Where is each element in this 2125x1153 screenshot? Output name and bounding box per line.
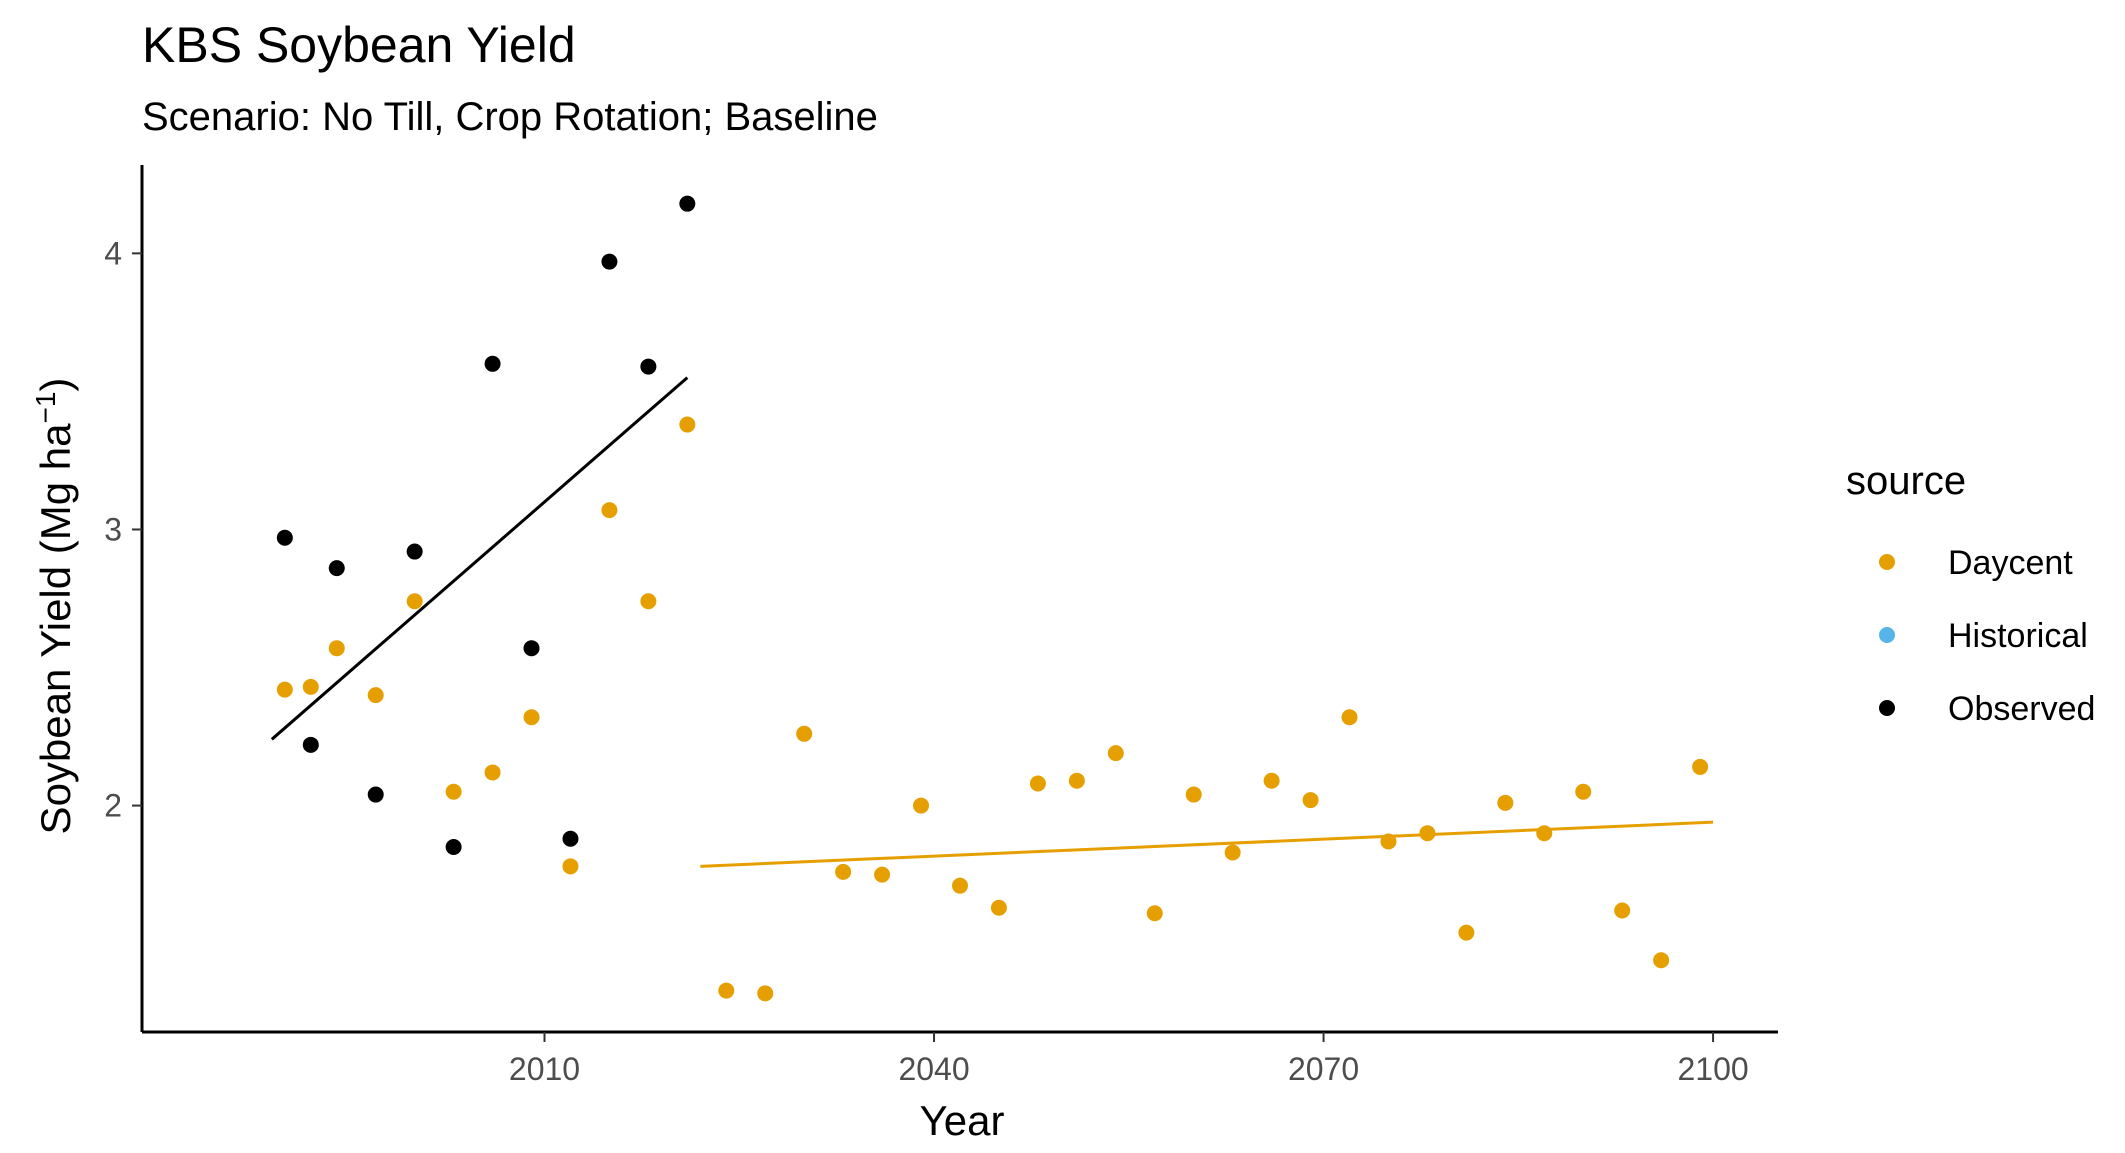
- point-observed: [302, 736, 319, 753]
- point-daycent: [1653, 952, 1670, 969]
- x-tick-label: 2040: [898, 1051, 969, 1087]
- point-daycent: [913, 797, 930, 814]
- x-tick-label: 2100: [1677, 1051, 1748, 1087]
- x-axis-ticks: 2010 2040 2070 2100: [509, 1032, 1749, 1087]
- point-observed: [445, 839, 462, 856]
- point-daycent: [1497, 794, 1514, 811]
- legend-title: source: [1846, 459, 1966, 503]
- point-daycent: [1185, 786, 1202, 803]
- point-daycent: [718, 982, 735, 999]
- point-observed: [406, 543, 423, 560]
- point-daycent: [328, 640, 345, 657]
- legend-key-historical: [1879, 627, 1895, 643]
- point-daycent: [302, 678, 319, 695]
- legend-key-observed: [1879, 700, 1895, 716]
- point-observed: [679, 195, 696, 212]
- point-daycent: [1224, 844, 1241, 861]
- chart-title: KBS Soybean Yield: [142, 17, 576, 73]
- point-daycent: [523, 709, 540, 726]
- point-daycent: [276, 681, 293, 698]
- y-tick-label: 3: [104, 511, 122, 547]
- point-observed: [601, 253, 618, 270]
- point-daycent: [757, 985, 774, 1002]
- trend-line-observed: [270, 376, 689, 741]
- data-points: [276, 195, 1709, 1002]
- point-daycent: [640, 593, 657, 610]
- x-tick-label: 2010: [509, 1051, 580, 1087]
- legend-label-observed: Observed: [1948, 690, 2095, 728]
- point-observed: [367, 786, 384, 803]
- point-daycent: [1575, 783, 1592, 800]
- point-daycent: [1419, 825, 1436, 842]
- chart-subtitle: Scenario: No Till, Crop Rotation; Baseli…: [142, 95, 878, 139]
- legend-key-daycent: [1879, 554, 1895, 570]
- point-daycent: [367, 687, 384, 704]
- x-axis-title: Year: [920, 1097, 1005, 1144]
- legend-items: Daycent Historical Observed: [1879, 544, 2095, 728]
- trend-line-daycent: [700, 820, 1714, 868]
- point-daycent: [952, 877, 968, 894]
- legend-label-daycent: Daycent: [1948, 544, 2073, 582]
- point-daycent: [1341, 709, 1358, 726]
- point-daycent: [484, 764, 501, 781]
- point-daycent: [1263, 772, 1280, 789]
- point-daycent: [835, 863, 852, 880]
- point-daycent: [874, 866, 891, 883]
- point-daycent: [1692, 758, 1709, 775]
- y-tick-label: 4: [104, 235, 122, 271]
- point-daycent: [990, 899, 1007, 916]
- point-daycent: [601, 502, 618, 519]
- plot-area: 2010 2040 2070 2100 2 3 4: [104, 165, 1778, 1087]
- point-daycent: [1302, 792, 1319, 809]
- y-axis-title-suffix: ): [32, 378, 79, 392]
- point-daycent: [1614, 902, 1631, 919]
- point-daycent: [1107, 745, 1124, 762]
- point-observed: [484, 355, 501, 372]
- legend: source Daycent Historical Observed: [1846, 459, 2095, 728]
- point-daycent: [796, 725, 813, 742]
- point-daycent: [1380, 833, 1397, 850]
- y-axis-title-main: Soybean Yield (Mg ha: [32, 423, 79, 835]
- y-tick-label: 2: [104, 788, 122, 824]
- point-daycent: [1146, 905, 1163, 922]
- point-observed: [523, 640, 540, 657]
- point-daycent: [1029, 775, 1046, 792]
- y-axis-title: Soybean Yield (Mg ha−1): [30, 378, 80, 835]
- point-observed: [562, 830, 579, 847]
- point-observed: [328, 560, 345, 577]
- legend-label-historical: Historical: [1948, 617, 2088, 655]
- point-daycent: [1458, 924, 1475, 941]
- point-daycent: [679, 416, 696, 433]
- point-daycent: [445, 783, 462, 800]
- point-daycent: [562, 858, 579, 875]
- point-observed: [276, 529, 293, 546]
- point-daycent: [1536, 825, 1553, 842]
- x-tick-label: 2070: [1288, 1051, 1359, 1087]
- point-daycent: [406, 593, 423, 610]
- y-axis-title-superscript: −1: [30, 392, 61, 424]
- point-observed: [640, 358, 657, 375]
- y-axis-ticks: 2 3 4: [104, 235, 142, 824]
- point-daycent: [1068, 772, 1085, 789]
- trend-lines: [270, 376, 1714, 868]
